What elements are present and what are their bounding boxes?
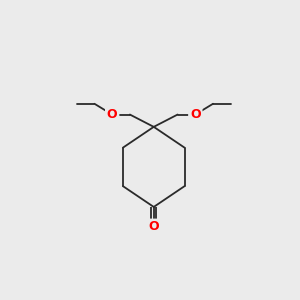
Text: O: O xyxy=(107,108,118,121)
Text: O: O xyxy=(190,108,201,121)
Text: O: O xyxy=(148,220,159,233)
